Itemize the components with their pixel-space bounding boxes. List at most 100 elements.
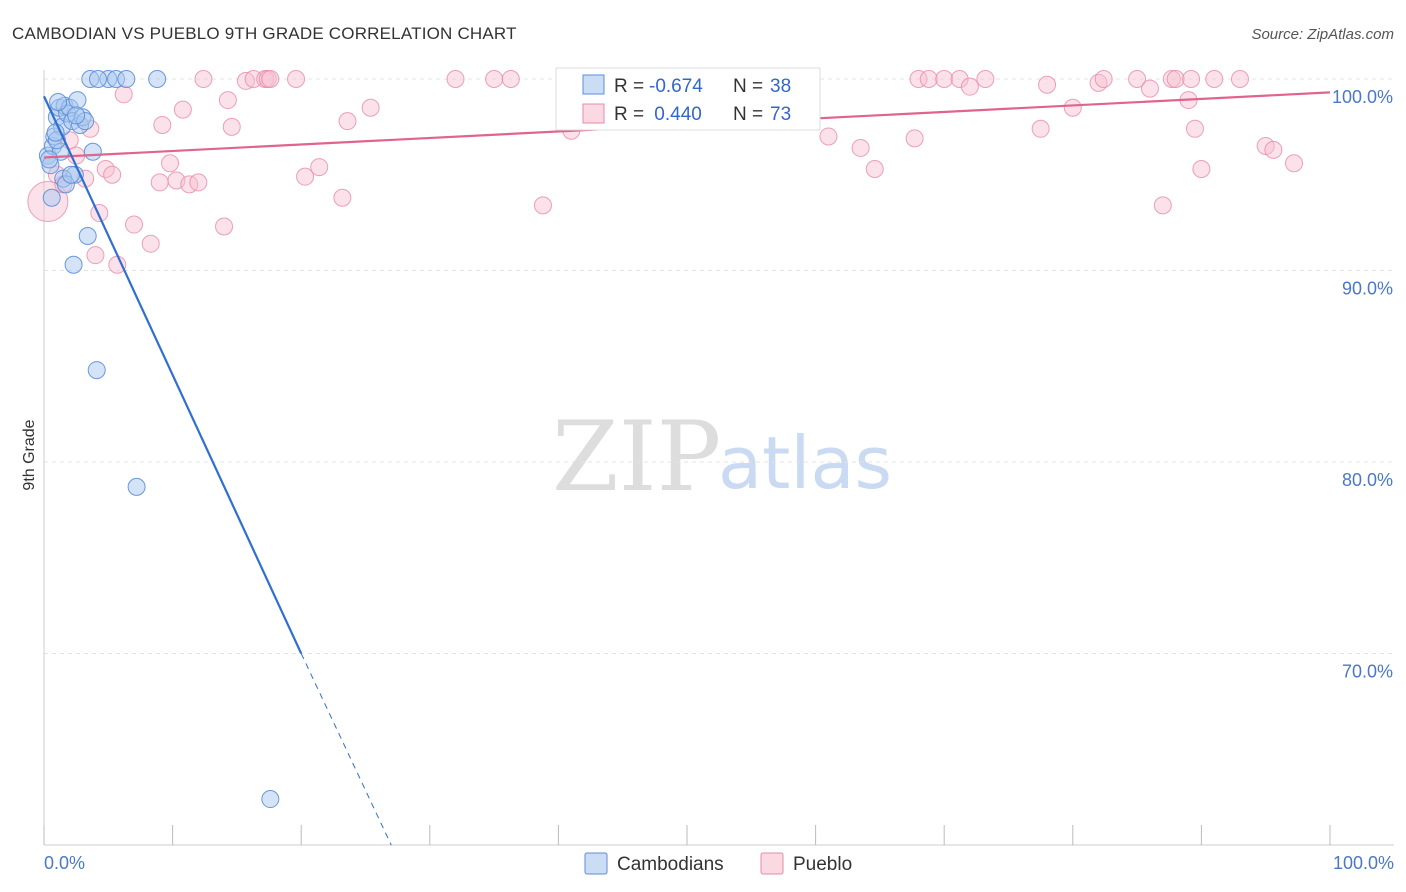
legend: R = -0.674 N = 38 R = 0.440 N = 73: [555, 67, 821, 131]
legend-r-label-cambodians: R =: [614, 76, 644, 97]
pueblo-point: [851, 138, 870, 157]
pueblo-point: [90, 204, 109, 223]
pueblo-point: [108, 255, 127, 274]
pueblo-point: [261, 70, 280, 88]
bottom-legend-swatch-cambodians: [584, 852, 608, 875]
chart-title: CAMBODIAN VS PUEBLO 9TH GRADE CORRELATIO…: [12, 24, 517, 43]
pueblo-point: [1205, 70, 1224, 88]
watermark-zip: ZIP: [552, 401, 721, 513]
pueblo-point: [180, 175, 199, 194]
cambodian-point: [148, 70, 167, 88]
cambodian-point: [42, 188, 61, 207]
cambodian-point: [40, 150, 59, 169]
pueblo-point: [1140, 79, 1159, 98]
x-axis-ticks: [43, 825, 1331, 845]
pueblo-point: [189, 173, 208, 192]
pueblo-point: [361, 98, 380, 117]
pueblo-point: [819, 127, 838, 146]
pueblo-point: [114, 85, 133, 104]
pueblo-point: [333, 188, 352, 207]
x-tick-label-right: 100.0%: [1333, 853, 1394, 873]
pueblo-point: [1284, 154, 1303, 173]
cambodian-points: [38, 70, 280, 809]
cambodian-point: [78, 227, 97, 246]
watermark: ZIP atlas: [552, 401, 892, 513]
cambodian-point: [89, 70, 108, 88]
pueblo-point: [1153, 196, 1172, 215]
y-tick-label: 90.0%: [1342, 279, 1393, 299]
pueblo-point: [1182, 70, 1201, 88]
pueblo-point: [1264, 140, 1283, 159]
pueblo-point: [905, 129, 924, 148]
pueblo-point: [960, 77, 979, 96]
cambodian-point: [87, 361, 106, 380]
cambodian-point: [83, 142, 102, 161]
pueblo-point: [310, 158, 329, 177]
cambodian-point: [117, 70, 136, 88]
pueblo-point: [950, 70, 969, 88]
pueblo-point: [485, 70, 504, 88]
pueblo-point: [194, 70, 213, 88]
y-axis-tick-labels: 100.0% 90.0% 80.0% 70.0%: [1332, 87, 1393, 682]
cambodian-point: [68, 91, 87, 110]
grid-lines: [44, 78, 1394, 654]
pueblo-point: [215, 217, 234, 236]
legend-n-value-cambodians: 38: [770, 76, 791, 97]
y-axis-label: 9th Grade: [21, 419, 38, 490]
pueblo-point: [141, 234, 160, 253]
legend-r-label-pueblo: R =: [614, 104, 644, 125]
pueblo-point: [1031, 119, 1050, 138]
pueblo-point: [161, 154, 180, 173]
pueblo-point: [1230, 70, 1249, 88]
pueblo-point: [935, 70, 954, 88]
legend-swatch-pueblo: [582, 103, 605, 124]
pueblo-point: [501, 70, 520, 88]
pueblo-point: [218, 91, 237, 110]
pueblo-point: [909, 70, 928, 88]
bottom-legend-label-cambodians: Cambodians: [617, 854, 724, 875]
pueblo-point: [287, 70, 306, 88]
legend-n-value-pueblo: 73: [770, 104, 791, 125]
y-tick-label: 100.0%: [1332, 87, 1393, 107]
legend-swatch-cambodians: [582, 74, 605, 95]
bottom-legend: Cambodians Pueblo: [584, 852, 852, 875]
pueblo-point: [173, 100, 192, 119]
legend-n-label-cambodians: N =: [733, 76, 763, 97]
y-tick-label: 80.0%: [1342, 470, 1393, 490]
pueblo-point: [222, 117, 241, 136]
cambodian-point: [261, 790, 280, 809]
pueblo-point: [1128, 70, 1147, 88]
pueblo-point: [1038, 75, 1057, 94]
watermark-atlas: atlas: [718, 421, 892, 505]
y-tick-label: 70.0%: [1342, 662, 1393, 682]
pueblo-point: [1166, 70, 1185, 88]
pueblo-point: [865, 160, 884, 179]
pueblo-point: [125, 215, 144, 234]
cambodian-point: [127, 477, 146, 496]
x-tick-label-left: 0.0%: [44, 853, 85, 873]
legend-n-label-pueblo: N =: [733, 104, 763, 125]
pueblo-point: [153, 115, 172, 134]
cambodian-trend-line: [43, 95, 303, 654]
pueblo-point: [103, 165, 122, 184]
pueblo-point: [1063, 98, 1082, 117]
chart-source: Source: ZipAtlas.com: [1251, 26, 1394, 43]
pueblo-point: [1185, 119, 1204, 138]
bottom-legend-swatch-pueblo: [760, 852, 784, 875]
pueblo-point: [1162, 70, 1181, 88]
pueblo-point: [86, 246, 105, 265]
pueblo-point: [446, 70, 465, 88]
pueblo-point: [296, 167, 315, 186]
pueblo-point: [338, 112, 357, 131]
legend-r-value-cambodians: -0.674: [649, 76, 703, 97]
cambodian-trend-extension: [300, 653, 392, 846]
pueblo-point: [976, 70, 995, 88]
pueblo-point: [150, 173, 169, 192]
pueblo-point: [919, 70, 938, 88]
cambodian-point: [67, 106, 86, 125]
cambodian-point: [64, 255, 83, 274]
pueblo-point: [236, 71, 255, 90]
legend-r-value-pueblo: 0.440: [649, 104, 702, 125]
pueblo-point: [1094, 70, 1113, 88]
